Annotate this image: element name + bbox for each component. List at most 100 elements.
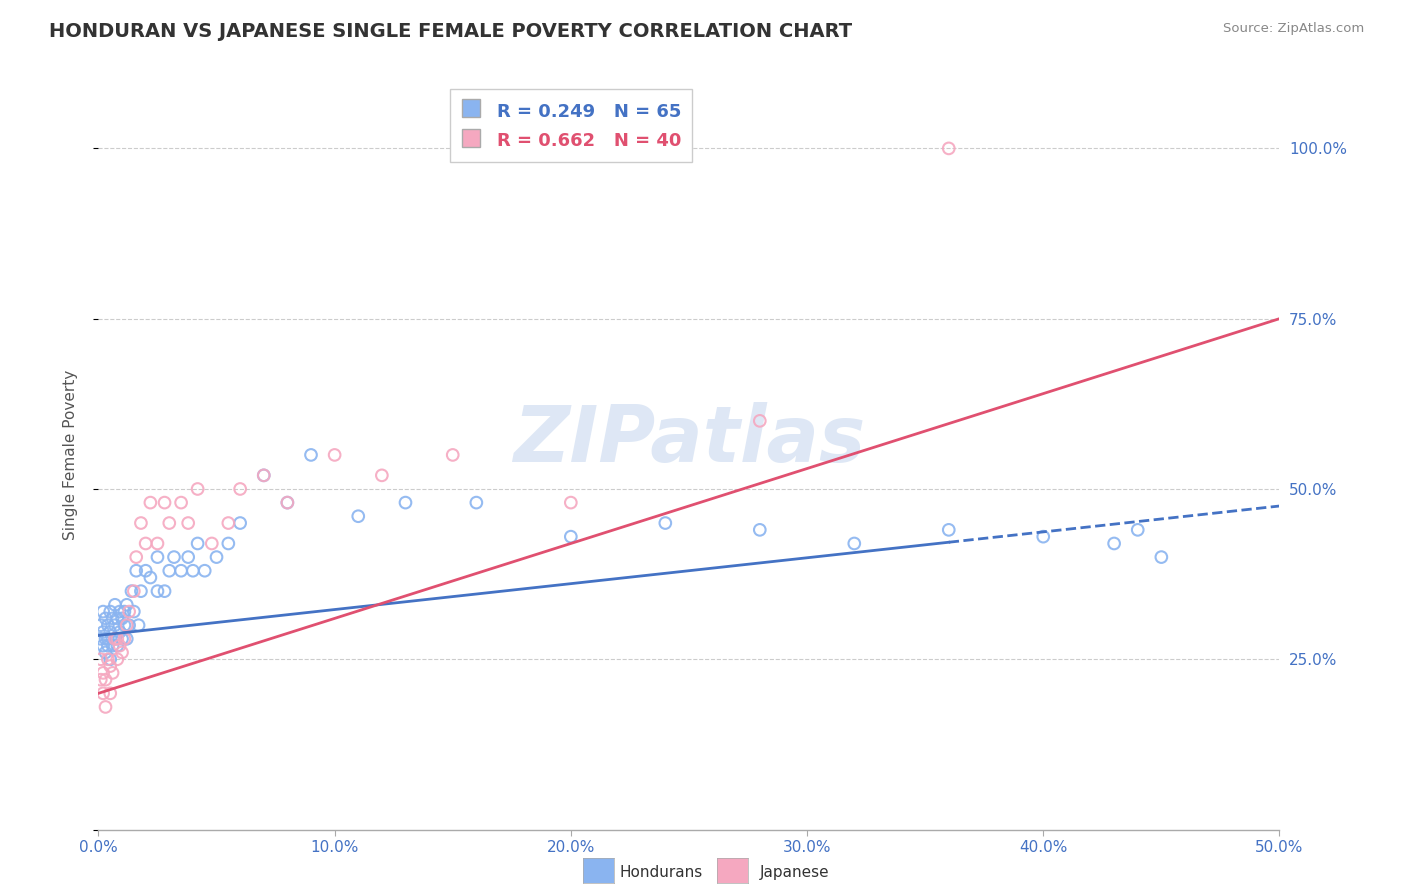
- Text: Japanese: Japanese: [759, 865, 830, 880]
- Point: [157, 564, 180, 578]
- Point: [94, 632, 117, 646]
- Point: [163, 550, 186, 565]
- Point: [153, 495, 176, 509]
- Point: [90, 652, 112, 666]
- Point: [560, 495, 582, 509]
- Point: [112, 605, 135, 619]
- Point: [105, 652, 128, 666]
- Point: [323, 448, 346, 462]
- Point: [177, 550, 200, 565]
- Point: [91, 665, 114, 680]
- Point: [129, 516, 152, 530]
- Point: [217, 536, 239, 550]
- Point: [115, 618, 138, 632]
- Point: [111, 645, 134, 659]
- Point: [91, 605, 114, 619]
- Point: [104, 632, 127, 646]
- Point: [146, 550, 169, 565]
- Point: [118, 605, 141, 619]
- Point: [94, 645, 117, 659]
- Y-axis label: Single Female Poverty: Single Female Poverty: [63, 370, 77, 540]
- Point: [560, 530, 582, 544]
- Point: [90, 673, 112, 687]
- Legend: R = 0.249   N = 65, R = 0.662   N = 40: R = 0.249 N = 65, R = 0.662 N = 40: [450, 89, 692, 161]
- Point: [91, 686, 114, 700]
- Point: [112, 618, 135, 632]
- Text: Hondurans: Hondurans: [619, 865, 703, 880]
- Point: [139, 570, 162, 584]
- Point: [129, 584, 152, 599]
- Point: [91, 639, 114, 653]
- Point: [844, 536, 866, 550]
- Point: [104, 632, 127, 646]
- Point: [157, 516, 180, 530]
- Point: [115, 598, 138, 612]
- Point: [1032, 530, 1054, 544]
- Point: [229, 482, 252, 496]
- Point: [276, 495, 298, 509]
- Point: [108, 639, 131, 653]
- Point: [111, 632, 134, 646]
- Point: [465, 495, 488, 509]
- Point: [1150, 550, 1173, 565]
- Point: [194, 564, 217, 578]
- Point: [97, 652, 120, 666]
- Point: [98, 652, 121, 666]
- Point: [105, 639, 128, 653]
- Point: [187, 536, 209, 550]
- Point: [135, 564, 157, 578]
- Point: [97, 632, 120, 646]
- Point: [104, 618, 127, 632]
- Point: [98, 659, 121, 673]
- Point: [90, 632, 112, 646]
- Point: [1126, 523, 1149, 537]
- Point: [121, 584, 143, 599]
- Point: [98, 686, 121, 700]
- Point: [90, 618, 112, 632]
- Point: [146, 536, 169, 550]
- Point: [1102, 536, 1125, 550]
- Point: [104, 598, 127, 612]
- Point: [177, 516, 200, 530]
- Point: [654, 516, 676, 530]
- Point: [253, 468, 276, 483]
- Point: [253, 468, 276, 483]
- Point: [229, 516, 252, 530]
- Point: [299, 448, 322, 462]
- Point: [128, 618, 150, 632]
- Point: [111, 611, 134, 625]
- Point: [347, 509, 370, 524]
- Point: [98, 605, 121, 619]
- Point: [205, 550, 228, 565]
- Point: [135, 536, 157, 550]
- Point: [115, 632, 138, 646]
- Point: [217, 516, 239, 530]
- Point: [118, 618, 141, 632]
- Point: [139, 495, 162, 509]
- Point: [105, 611, 128, 625]
- Text: Source: ZipAtlas.com: Source: ZipAtlas.com: [1223, 22, 1364, 36]
- Point: [938, 141, 960, 155]
- Point: [97, 639, 120, 653]
- Point: [201, 536, 224, 550]
- Point: [108, 625, 131, 640]
- Point: [125, 550, 148, 565]
- Point: [101, 665, 124, 680]
- Point: [748, 414, 770, 428]
- Point: [101, 611, 124, 625]
- Point: [170, 564, 193, 578]
- Point: [125, 564, 148, 578]
- Point: [441, 448, 464, 462]
- Point: [146, 584, 169, 599]
- Point: [276, 495, 298, 509]
- Point: [108, 605, 131, 619]
- Point: [938, 523, 960, 537]
- Point: [122, 605, 145, 619]
- Point: [748, 523, 770, 537]
- Point: [94, 700, 117, 714]
- Point: [98, 625, 121, 640]
- Point: [94, 611, 117, 625]
- Point: [153, 584, 176, 599]
- Point: [187, 482, 209, 496]
- Text: HONDURAN VS JAPANESE SINGLE FEMALE POVERTY CORRELATION CHART: HONDURAN VS JAPANESE SINGLE FEMALE POVER…: [49, 22, 852, 41]
